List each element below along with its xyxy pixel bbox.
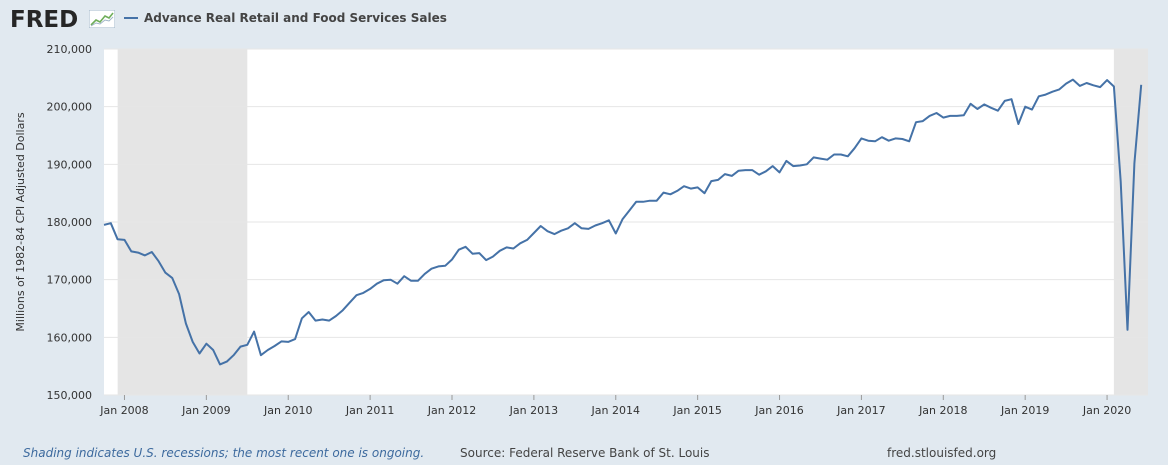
x-tick-label: Jan 2015 — [672, 404, 721, 417]
legend-line-swatch — [124, 17, 138, 19]
x-tick-label: Jan 2011 — [345, 404, 394, 417]
x-tick-label: Jan 2016 — [754, 404, 803, 417]
y-tick-label: 170,000 — [47, 274, 93, 287]
x-tick-label: Jan 2008 — [99, 404, 148, 417]
chart-header: FRED Advance Real Retail and Food Servic… — [0, 0, 1168, 40]
y-tick-label: 190,000 — [47, 158, 93, 171]
legend-label: Advance Real Retail and Food Services Sa… — [144, 11, 447, 25]
y-tick-label: 160,000 — [47, 331, 93, 344]
x-tick-label: Jan 2017 — [836, 404, 885, 417]
x-axis-ticks: Jan 2008 Jan 2009 Jan 2010 Jan 2011 Jan 2012… — [99, 395, 1131, 417]
y-tick-label: 200,000 — [47, 101, 93, 114]
y-tick-label: 150,000 — [47, 389, 93, 402]
y-tick-label: 180,000 — [47, 216, 93, 229]
y-tick-label: 210,000 — [47, 43, 93, 56]
x-tick-label: Jan 2020 — [1082, 404, 1131, 417]
source-text: Source: Federal Reserve Bank of St. Loui… — [460, 446, 710, 460]
x-tick-label: Jan 2013 — [509, 404, 558, 417]
chart-legend[interactable]: Advance Real Retail and Food Services Sa… — [124, 11, 447, 25]
x-tick-label: Jan 2010 — [263, 404, 312, 417]
x-tick-label: Jan 2014 — [591, 404, 640, 417]
series-line[interactable] — [103, 78, 1143, 366]
x-tick-label: Jan 2012 — [427, 404, 476, 417]
recession-note: Shading indicates U.S. recessions; the m… — [23, 446, 425, 460]
fred-chart-logo-icon — [89, 10, 115, 28]
y-axis-label: Millions of 1982-84 CPI Adjusted Dollars — [14, 112, 27, 331]
x-tick-label: Jan 2019 — [1000, 404, 1049, 417]
gridlines — [104, 48, 1148, 396]
fred-url-link[interactable]: fred.stlouisfed.org — [887, 446, 997, 460]
y-axis-ticks: 150,000 160,000 170,000 180,000 190,000 200,0… — [47, 43, 93, 402]
x-tick-label: Jan 2009 — [181, 404, 230, 417]
x-tick-label: Jan 2018 — [918, 404, 967, 417]
fred-logo[interactable]: FRED — [10, 7, 79, 33]
